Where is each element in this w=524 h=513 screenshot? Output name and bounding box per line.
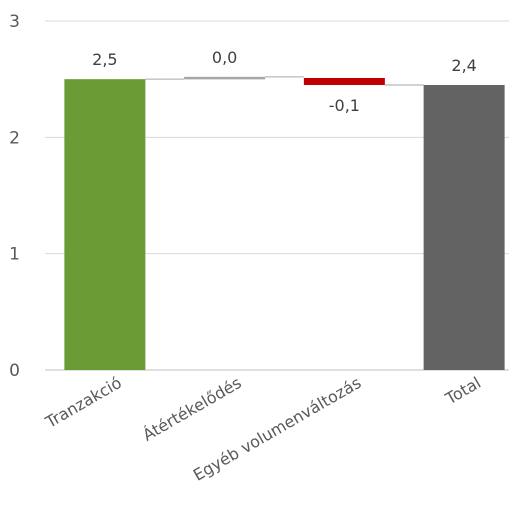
y-tick-label: 2 [9, 128, 20, 148]
data-label: 2,4 [451, 56, 476, 75]
bars [64, 76, 505, 371]
y-tick-label: 1 [9, 245, 20, 265]
data-label: 0,0 [212, 48, 237, 67]
y-axis: 0 1 2 3 [9, 12, 20, 381]
data-label: 2,5 [92, 50, 117, 69]
data-label: -0,1 [329, 96, 360, 115]
bar [303, 78, 385, 85]
data-labels: 2,5 0,0 -0,1 2,4 [92, 48, 477, 115]
y-tick-label: 3 [9, 12, 20, 32]
bar [423, 84, 505, 370]
x-category-label: Átértékelődés [139, 373, 244, 445]
x-category-label: Tranzakció [41, 373, 125, 432]
bar [184, 76, 266, 80]
bar [64, 79, 146, 371]
x-category-label: Total [441, 373, 484, 409]
y-tick-label: 0 [9, 361, 20, 381]
